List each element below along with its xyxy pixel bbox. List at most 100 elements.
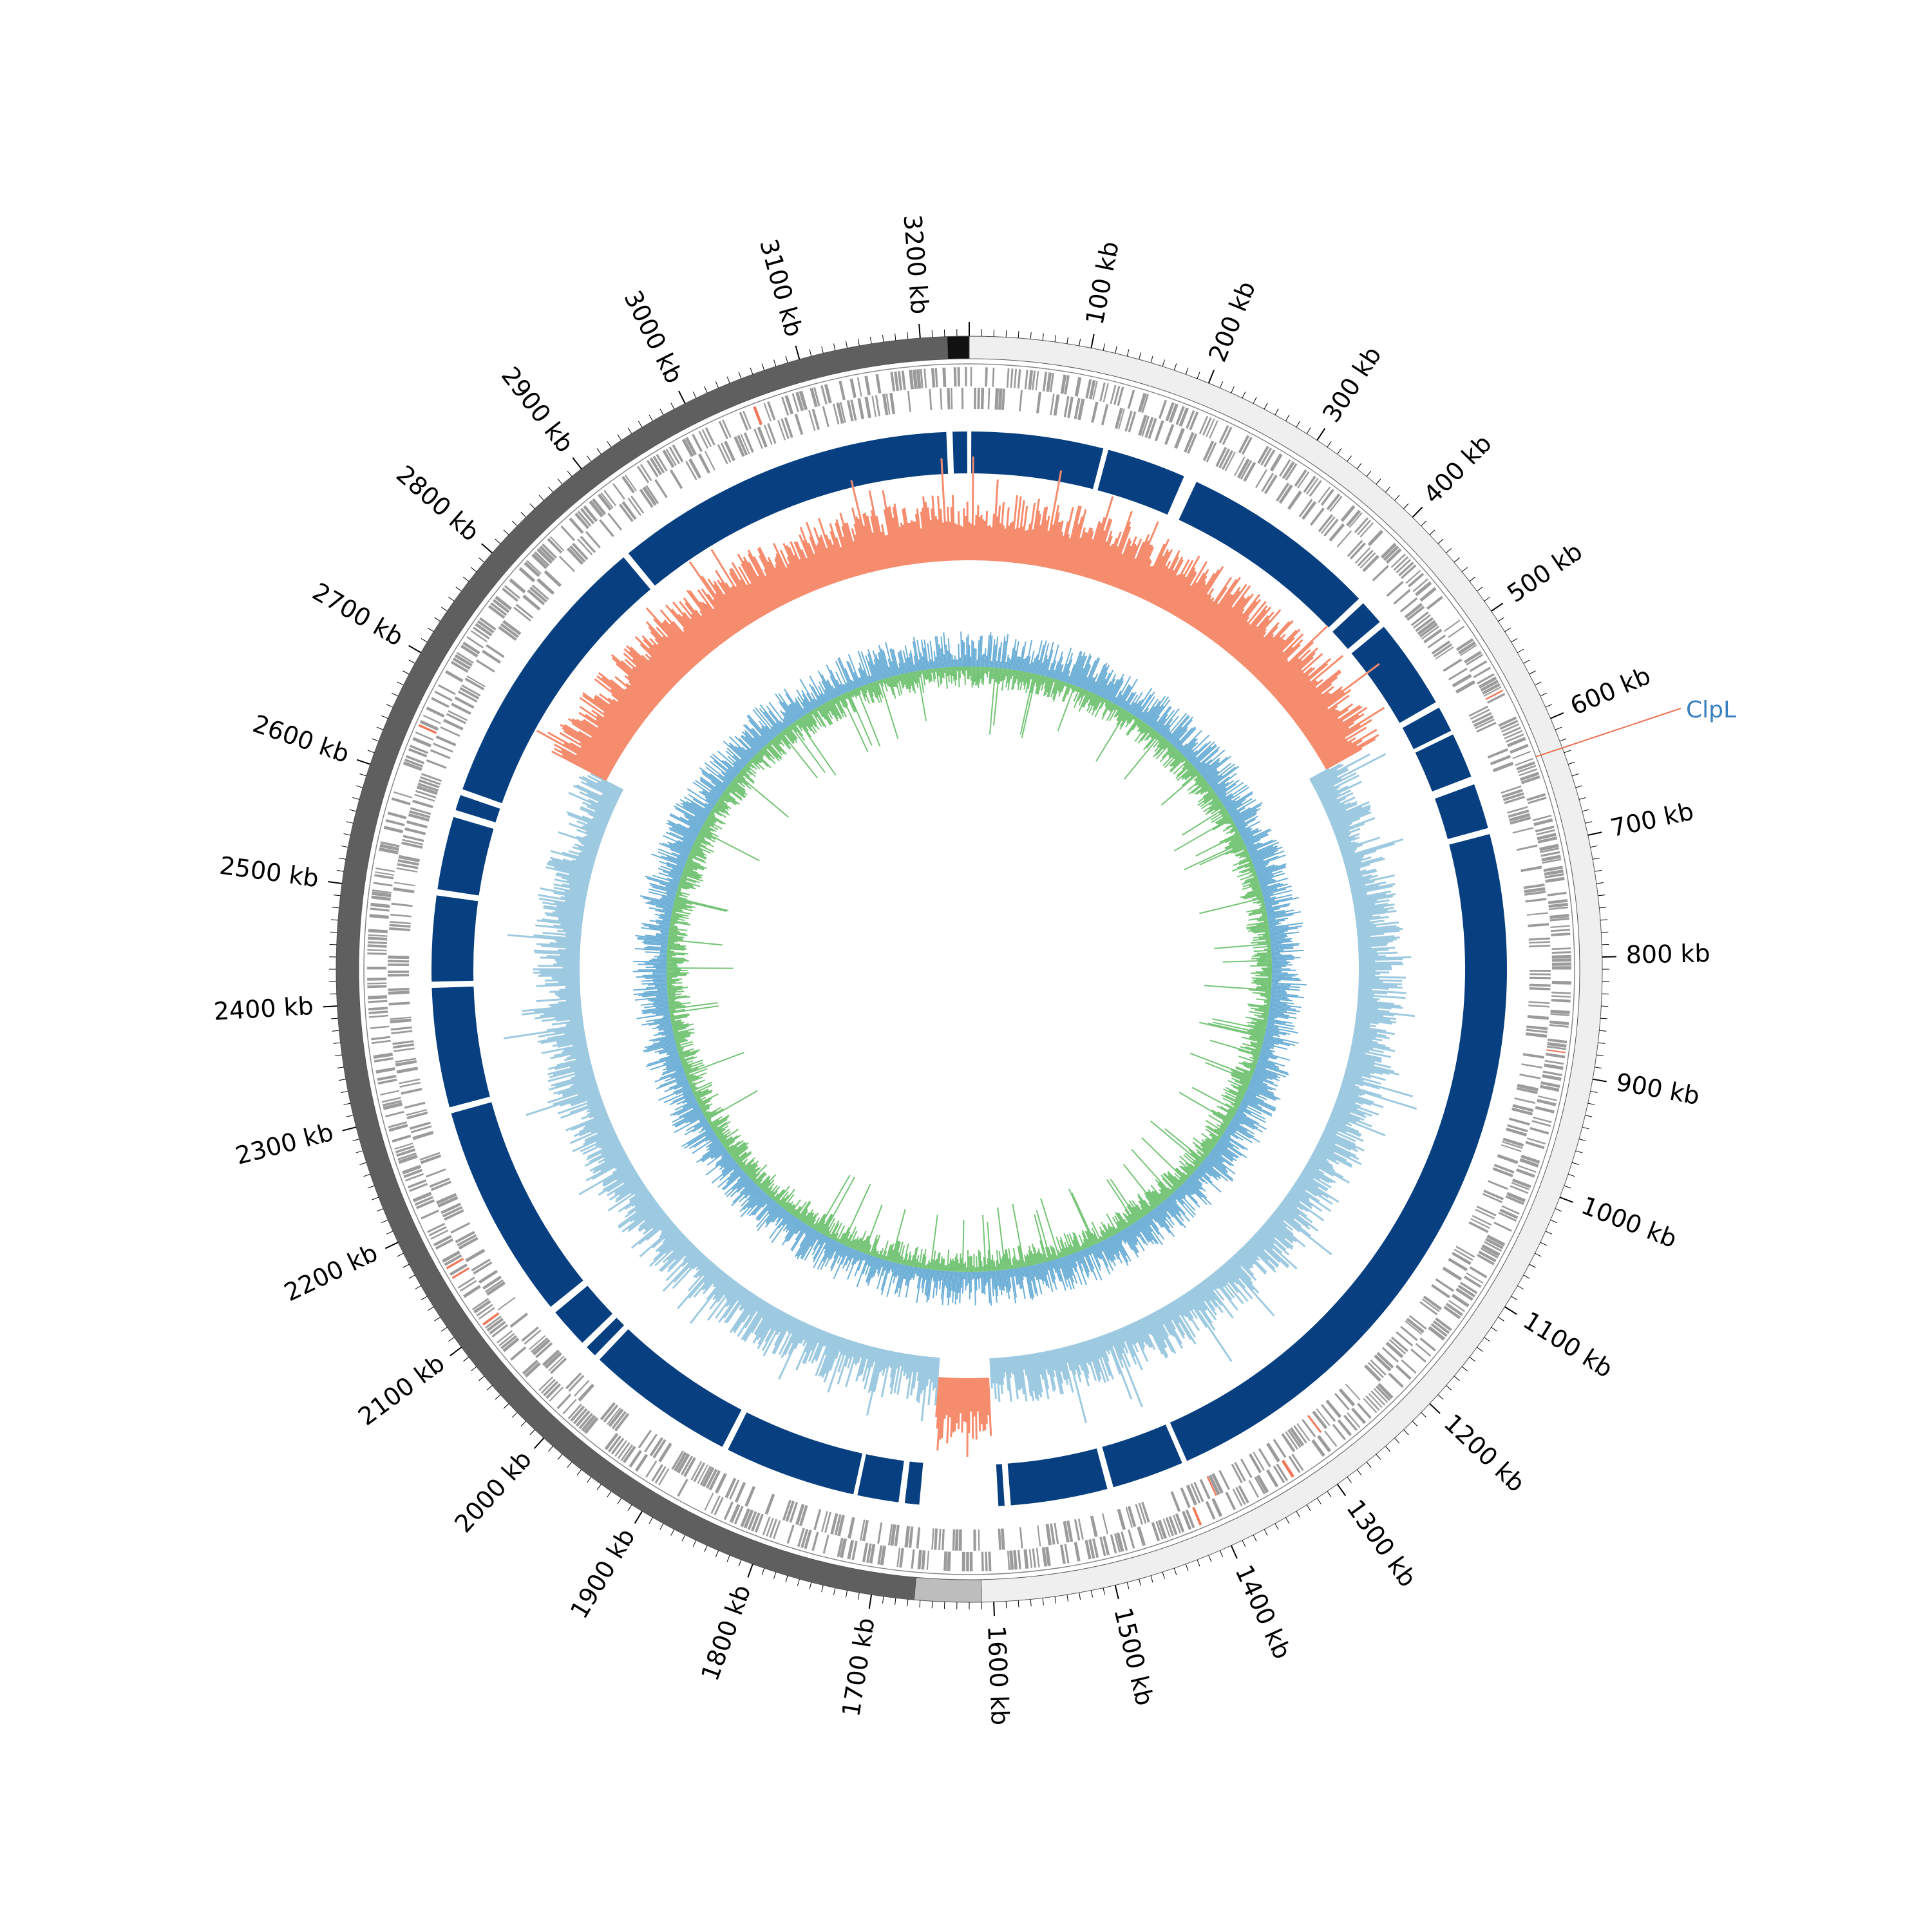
gene-bar (1468, 705, 1489, 717)
gc-skew-bar (1315, 724, 1361, 753)
gc-skew-bar (1332, 817, 1361, 830)
gc-content-bar (694, 1119, 708, 1128)
gc-skew-bar (578, 1121, 612, 1137)
gc-skew-bar (785, 545, 808, 594)
gc-skew-bar (578, 839, 600, 849)
gc-content-bar (1209, 800, 1222, 810)
gc-skew-bar (1358, 983, 1397, 987)
gc-content-bar (1139, 1218, 1157, 1244)
gc-content-bar (927, 1269, 933, 1301)
gene-bar (566, 547, 584, 565)
gc-content-bar (933, 1269, 936, 1282)
gc-skew-bar (565, 932, 582, 936)
gc-content-bar (1263, 896, 1271, 900)
gene-bar (1249, 1453, 1262, 1473)
gc-skew-bar (628, 1204, 660, 1230)
gc-skew-bar (853, 1343, 862, 1364)
gc-content-bar (790, 1199, 801, 1214)
gc-content-bar (796, 1229, 815, 1260)
minor-tick (1197, 1559, 1200, 1567)
gc-skew-bar (1065, 524, 1079, 573)
gc-content-bar (871, 1238, 878, 1256)
gc-skew-bar (702, 1269, 723, 1294)
gc-content-bar (1212, 795, 1218, 800)
gc-skew-bar (1354, 906, 1385, 913)
gc-content-bar (1229, 809, 1237, 815)
gc-content-bar (800, 1230, 818, 1259)
gene-bar (1501, 1144, 1522, 1153)
gc-skew-bar (553, 886, 587, 895)
gc-skew-bar (1347, 1061, 1399, 1076)
gene-bar (367, 952, 387, 955)
gc-skew-bar (1200, 576, 1241, 634)
gc-skew-bar (1354, 907, 1394, 914)
gc-skew-bar (896, 1352, 902, 1369)
minor-tick (1079, 1592, 1081, 1600)
gc-skew-bar (1332, 1107, 1365, 1121)
gene-bar (1419, 1337, 1436, 1352)
gc-skew-bar (1329, 806, 1363, 822)
gene-bar (1509, 813, 1531, 822)
minor-tick (421, 1296, 428, 1301)
gene-bar (412, 799, 433, 809)
gc-content-bar (998, 1251, 1002, 1271)
gc-skew-bar (621, 1203, 659, 1233)
gc-skew-bar (628, 680, 658, 706)
gc-content-bar (1065, 1255, 1074, 1276)
gc-skew-bar (828, 539, 844, 581)
gc-content-bar (1249, 865, 1255, 868)
gc-content-bar (1141, 1137, 1187, 1182)
gene-bar (897, 371, 903, 391)
gc-skew-bar (1106, 521, 1132, 585)
gc-skew-bar (1163, 1306, 1173, 1321)
gc-skew-bar (535, 951, 580, 956)
gc-skew-bar (758, 554, 786, 605)
gc-content-bar (941, 1258, 944, 1271)
gc-content-bar (708, 1121, 712, 1124)
gene-bar (1241, 437, 1253, 455)
gene-bar (1516, 761, 1535, 771)
gene-bar (412, 737, 432, 748)
gc-skew-bar (547, 861, 592, 875)
gene-bar (1165, 402, 1175, 422)
gc-content-bar (1132, 699, 1144, 715)
gc-content-bar (811, 1224, 815, 1229)
gc-skew-bar (555, 873, 590, 884)
gc-skew-bar (1310, 706, 1368, 746)
gc-content-bar (794, 1206, 802, 1217)
gc-content-bar (1211, 1137, 1218, 1142)
gene-bar (877, 1522, 883, 1544)
gc-content-bar (916, 1267, 919, 1277)
gene-bar (1307, 1414, 1322, 1434)
minor-tick (343, 833, 351, 836)
gc-content-bar (1128, 715, 1135, 724)
gc-content-bar (1258, 878, 1273, 884)
gc-skew-bar (558, 949, 580, 952)
gc-skew-bar (541, 945, 580, 949)
gc-skew-bar (1314, 1147, 1352, 1168)
gene-bar (1405, 570, 1421, 584)
gc-content-bar (747, 1168, 756, 1177)
gc-skew-bar (717, 580, 748, 627)
gc-content-bar (1196, 784, 1210, 795)
gc-content-bar (1239, 827, 1251, 834)
gc-content-bar (1249, 1081, 1268, 1090)
gc-skew-bar (1208, 583, 1247, 638)
gc-skew-bar (1046, 1350, 1056, 1390)
gc-skew-bar (998, 502, 1005, 562)
gc-skew-bar (1344, 1072, 1381, 1085)
gene-bar (410, 744, 429, 754)
gc-content-bar (1188, 1178, 1200, 1190)
gc-content-bar (1247, 1003, 1270, 1008)
gc-content-bar (777, 1208, 786, 1218)
gc-content-bar (1182, 1183, 1194, 1195)
gc-content-bar (829, 1220, 840, 1238)
gene-bar (1234, 1462, 1246, 1482)
gene-bar (458, 1236, 478, 1250)
gc-skew-bar (1314, 1148, 1337, 1162)
gc-skew-bar (1195, 1285, 1218, 1316)
gc-skew-bar (1358, 989, 1406, 994)
gene-bar (1526, 912, 1548, 916)
gene-bar (822, 406, 829, 428)
gene-bar (498, 626, 517, 641)
